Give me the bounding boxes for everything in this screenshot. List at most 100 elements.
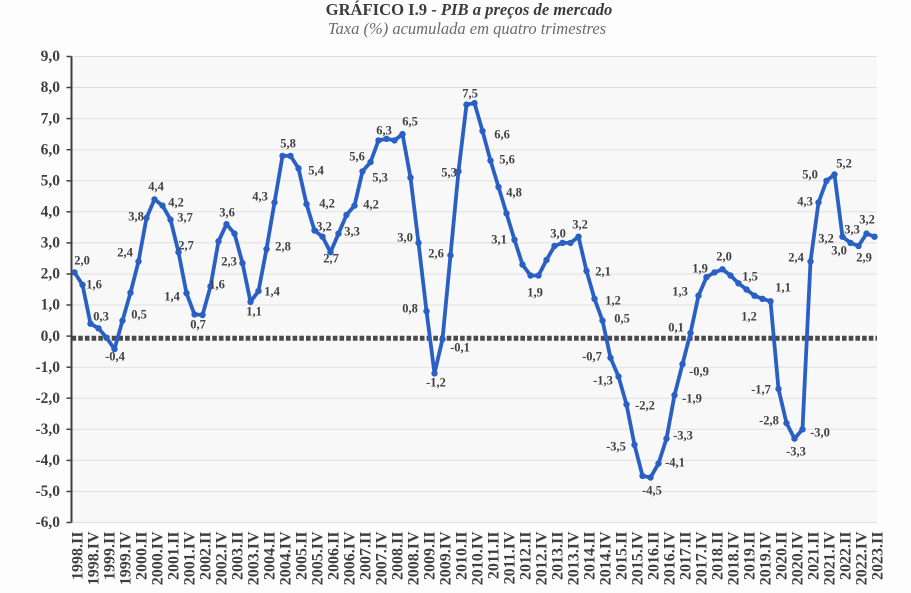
svg-text:2,4: 2,4 [788, 251, 804, 265]
svg-text:2017.II: 2017.II [678, 532, 695, 580]
svg-text:2005.IV: 2005.IV [310, 531, 327, 585]
svg-text:3,2: 3,2 [859, 213, 875, 227]
svg-text:0,1: 0,1 [668, 321, 684, 335]
svg-text:2015.IV: 2015.IV [630, 531, 647, 585]
svg-text:2,7: 2,7 [323, 252, 339, 266]
svg-text:2,0: 2,0 [716, 250, 732, 264]
svg-text:1,5: 1,5 [742, 270, 758, 284]
svg-text:1,6: 1,6 [86, 278, 102, 292]
svg-text:5,3: 5,3 [372, 171, 388, 185]
svg-text:0,8: 0,8 [402, 302, 418, 316]
svg-text:1,4: 1,4 [264, 285, 280, 299]
svg-text:1,9: 1,9 [692, 262, 708, 276]
svg-text:2,7: 2,7 [178, 239, 194, 253]
svg-text:4,2: 4,2 [319, 197, 335, 211]
svg-text:-2,0: -2,0 [35, 390, 60, 407]
svg-text:-1,0: -1,0 [35, 359, 60, 376]
svg-text:2000.IV: 2000.IV [150, 531, 167, 585]
svg-text:2011.IV: 2011.IV [502, 531, 519, 584]
svg-text:2012.II: 2012.II [518, 532, 535, 580]
svg-text:2020.II: 2020.II [774, 532, 791, 580]
svg-text:5,0: 5,0 [802, 168, 818, 182]
svg-text:3,1: 3,1 [491, 233, 507, 247]
svg-text:2016.II: 2016.II [646, 532, 663, 580]
svg-text:-3,3: -3,3 [673, 429, 693, 443]
svg-text:1,0: 1,0 [41, 297, 61, 314]
svg-text:2004.II: 2004.II [262, 532, 279, 580]
svg-text:2007.IV: 2007.IV [374, 531, 391, 585]
svg-text:1,3: 1,3 [672, 285, 688, 299]
svg-text:2010.II: 2010.II [454, 532, 471, 580]
svg-text:2001.II: 2001.II [166, 532, 183, 580]
svg-text:2013.IV: 2013.IV [566, 531, 583, 585]
svg-text:7,0: 7,0 [41, 110, 61, 127]
svg-text:2010.IV: 2010.IV [470, 531, 487, 585]
svg-text:1,2: 1,2 [605, 294, 621, 308]
svg-text:-4,0: -4,0 [35, 452, 60, 469]
svg-text:4,2: 4,2 [363, 198, 379, 212]
svg-text:4,4: 4,4 [148, 180, 164, 194]
svg-text:1998.II: 1998.II [70, 532, 87, 580]
svg-text:-4,1: -4,1 [665, 456, 685, 470]
svg-text:1,1: 1,1 [246, 305, 262, 319]
svg-text:GRÁFICO I.9 - PIB a preços de: GRÁFICO I.9 - PIB a preços de mercado [326, 0, 613, 19]
svg-text:2012.IV: 2012.IV [534, 531, 551, 585]
svg-text:2,0: 2,0 [41, 266, 61, 283]
svg-text:2008.IV: 2008.IV [406, 531, 423, 585]
svg-text:2,9: 2,9 [856, 251, 872, 265]
svg-text:4,3: 4,3 [797, 195, 813, 209]
svg-text:2016.IV: 2016.IV [662, 531, 679, 585]
svg-text:3,0: 3,0 [831, 244, 847, 258]
svg-text:2014.II: 2014.II [582, 532, 599, 580]
svg-text:2006.II: 2006.II [326, 532, 343, 580]
svg-text:2021.IV: 2021.IV [822, 531, 839, 585]
svg-text:9,0: 9,0 [41, 48, 61, 65]
svg-text:1,6: 1,6 [209, 278, 225, 292]
svg-text:-3,0: -3,0 [35, 421, 60, 438]
svg-text:2003.II: 2003.II [230, 532, 247, 580]
svg-text:0,0: 0,0 [41, 328, 61, 345]
svg-text:Taxa (%) acumulada em quatro t: Taxa (%) acumulada em quatro trimestres [328, 19, 606, 38]
svg-text:2020.IV: 2020.IV [790, 531, 807, 585]
svg-text:2,8: 2,8 [275, 240, 291, 254]
svg-text:1,1: 1,1 [775, 281, 791, 295]
svg-text:2018.IV: 2018.IV [726, 531, 743, 585]
svg-text:5,0: 5,0 [41, 173, 61, 190]
svg-text:2001.IV: 2001.IV [182, 531, 199, 585]
svg-text:0,3: 0,3 [93, 310, 109, 324]
svg-text:-2,2: -2,2 [635, 399, 655, 413]
svg-text:6,3: 6,3 [376, 124, 392, 138]
svg-text:-0,4: -0,4 [105, 350, 126, 364]
svg-text:2,4: 2,4 [117, 246, 133, 260]
svg-text:3,0: 3,0 [397, 231, 413, 245]
svg-text:2,3: 2,3 [221, 255, 237, 269]
svg-text:2022.IV: 2022.IV [854, 531, 871, 585]
svg-text:-3,0: -3,0 [810, 426, 830, 440]
svg-text:2015.II: 2015.II [614, 532, 631, 580]
svg-text:2019.IV: 2019.IV [758, 531, 775, 585]
svg-text:-1,3: -1,3 [593, 374, 613, 388]
svg-text:2014.IV: 2014.IV [598, 531, 615, 585]
svg-text:2022.II: 2022.II [838, 532, 855, 580]
svg-text:4,2: 4,2 [168, 196, 184, 210]
svg-text:0,5: 0,5 [614, 312, 630, 326]
svg-text:2023.II: 2023.II [870, 532, 887, 580]
svg-text:1,2: 1,2 [741, 310, 757, 324]
svg-text:-2,8: -2,8 [759, 414, 779, 428]
svg-text:3,2: 3,2 [818, 232, 834, 246]
svg-text:2013.II: 2013.II [550, 532, 567, 580]
svg-text:-4,5: -4,5 [642, 484, 662, 498]
svg-text:3,3: 3,3 [344, 225, 360, 239]
svg-text:2002.IV: 2002.IV [214, 531, 231, 585]
svg-text:0,5: 0,5 [131, 308, 147, 322]
svg-text:2006.IV: 2006.IV [342, 531, 359, 585]
svg-text:8,0: 8,0 [41, 79, 61, 96]
svg-text:3,6: 3,6 [219, 206, 235, 220]
svg-text:2018.II: 2018.II [710, 532, 727, 580]
svg-text:4,3: 4,3 [252, 190, 268, 204]
svg-text:2,1: 2,1 [595, 265, 611, 279]
svg-text:2004.IV: 2004.IV [278, 531, 295, 585]
svg-text:0,7: 0,7 [190, 318, 206, 332]
svg-text:-3,5: -3,5 [606, 440, 626, 454]
svg-text:2019.II: 2019.II [742, 532, 759, 580]
